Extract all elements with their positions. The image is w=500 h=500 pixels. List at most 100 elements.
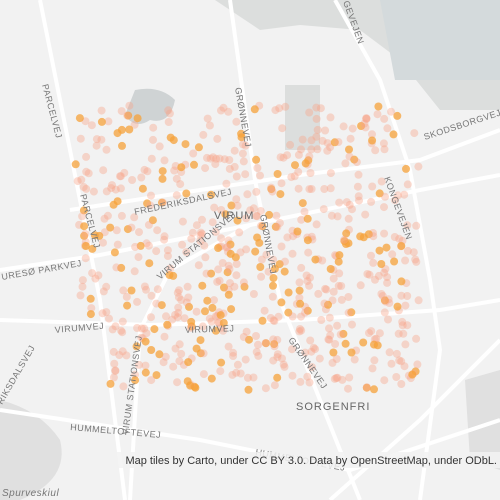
- location-dot: [143, 167, 152, 176]
- location-dot: [390, 257, 399, 266]
- location-dot: [380, 114, 389, 123]
- location-dot: [141, 361, 150, 370]
- location-dot: [210, 296, 218, 305]
- location-dot: [392, 373, 401, 381]
- location-dot: [314, 289, 323, 298]
- location-dot: [393, 111, 402, 120]
- location-dot: [357, 122, 366, 130]
- location-dot: [257, 272, 266, 281]
- location-dot: [356, 281, 365, 290]
- location-dot: [380, 376, 389, 385]
- location-dot: [303, 236, 312, 245]
- location-dot: [164, 106, 173, 115]
- location-dot: [80, 222, 89, 231]
- location-dot: [333, 373, 342, 382]
- location-dot: [165, 271, 174, 279]
- location-dot: [84, 169, 93, 178]
- location-dot: [339, 329, 348, 338]
- location-dot: [175, 357, 184, 366]
- location-dot: [362, 114, 371, 123]
- location-dot: [155, 142, 164, 151]
- location-dot: [303, 372, 312, 381]
- location-dot: [383, 124, 392, 133]
- location-dot: [361, 210, 370, 219]
- location-dot: [238, 140, 247, 149]
- location-dot: [294, 150, 303, 159]
- location-dot: [297, 263, 306, 272]
- location-dot: [87, 304, 96, 313]
- location-dot: [337, 282, 346, 290]
- location-dot: [261, 339, 270, 347]
- location-dot: [147, 346, 156, 354]
- location-dot: [326, 169, 335, 178]
- location-dot: [254, 340, 262, 349]
- location-dot: [400, 190, 409, 199]
- location-dot: [223, 268, 232, 277]
- location-dot: [219, 326, 228, 335]
- location-dot: [229, 348, 238, 357]
- location-dot: [368, 182, 377, 191]
- location-dot: [222, 179, 231, 188]
- location-dot: [241, 170, 250, 179]
- location-dot: [217, 234, 226, 243]
- location-dot: [169, 362, 178, 371]
- location-dot: [319, 205, 328, 214]
- location-dot: [302, 271, 311, 280]
- location-dot: [146, 201, 155, 210]
- location-dot: [105, 314, 113, 323]
- location-dot: [184, 293, 193, 302]
- location-dot: [136, 241, 145, 250]
- location-dot: [135, 360, 143, 369]
- location-dot: [171, 310, 180, 319]
- location-dot: [258, 316, 267, 325]
- location-dot: [305, 152, 314, 161]
- location-dot: [414, 296, 423, 305]
- location-dot: [377, 290, 386, 298]
- location-dot: [323, 146, 332, 155]
- location-dot: [99, 287, 108, 296]
- location-dot: [174, 303, 183, 312]
- location-dot: [94, 271, 103, 280]
- location-dot: [116, 172, 124, 181]
- location-dot: [269, 281, 277, 290]
- location-dot: [323, 139, 332, 148]
- location-dot: [215, 276, 224, 285]
- location-dot: [335, 251, 344, 260]
- location-dot: [78, 212, 87, 221]
- location-dot: [330, 138, 339, 147]
- location-dot: [89, 187, 98, 196]
- location-dot: [176, 180, 185, 189]
- location-dot: [219, 318, 228, 327]
- location-dot: [360, 119, 369, 128]
- location-dot: [403, 221, 412, 230]
- location-dot: [402, 164, 410, 173]
- location-dot: [75, 114, 84, 123]
- location-dot: [350, 355, 359, 364]
- location-dot: [201, 307, 209, 316]
- location-dot: [208, 303, 217, 312]
- location-dot: [270, 317, 279, 325]
- location-dot: [140, 165, 149, 174]
- location-dot: [233, 201, 242, 210]
- location-dot: [397, 357, 406, 366]
- location-dot: [371, 275, 379, 284]
- location-dot: [369, 232, 378, 241]
- location-dot: [378, 292, 387, 300]
- location-dot: [267, 185, 276, 194]
- location-dot: [224, 342, 233, 351]
- attribution-bg: [92, 452, 500, 468]
- location-dot: [116, 184, 125, 193]
- location-dot: [186, 323, 195, 332]
- location-dot: [82, 184, 91, 193]
- forest: [465, 370, 500, 470]
- location-dot: [144, 241, 153, 250]
- location-dot: [313, 125, 322, 134]
- location-dot: [230, 162, 239, 171]
- location-dot: [192, 307, 201, 316]
- location-dot: [301, 159, 310, 168]
- location-dot: [412, 334, 421, 343]
- location-dot: [196, 231, 205, 240]
- location-dot: [232, 117, 241, 126]
- location-dot: [199, 349, 208, 358]
- location-dot: [288, 371, 297, 380]
